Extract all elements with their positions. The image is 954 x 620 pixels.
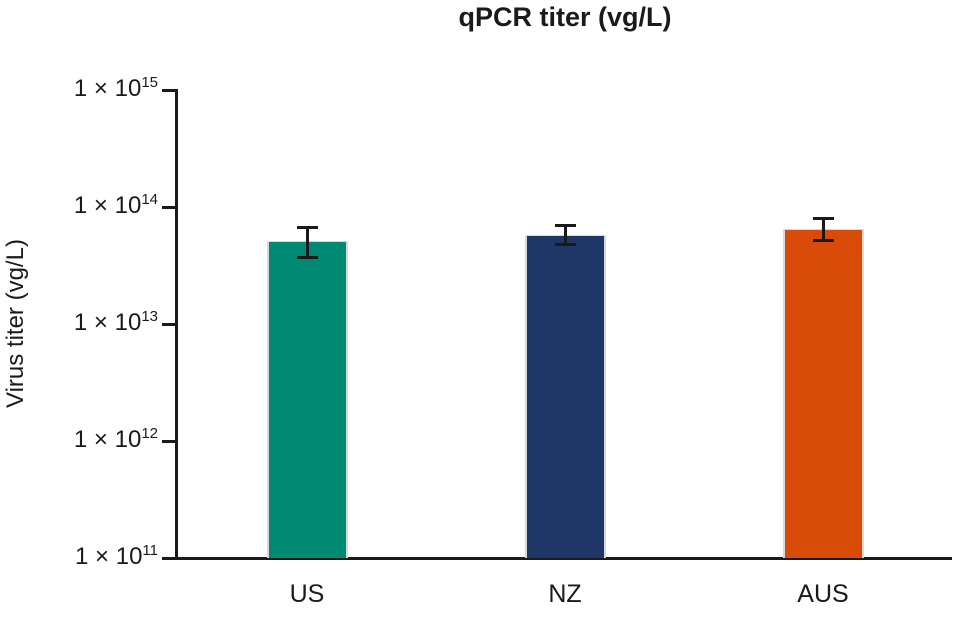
y-tick-label-10e14: 1 × 1014 xyxy=(73,191,158,219)
y-axis-line xyxy=(175,88,178,560)
y-tick-label-10e12: 1 × 1012 xyxy=(73,425,158,453)
error-bar-line-aus xyxy=(821,218,825,241)
error-bar-line-nz xyxy=(563,225,567,245)
y-tick-label-10e11: 1 × 1011 xyxy=(75,542,158,570)
error-bar-cap-bottom-us xyxy=(296,256,318,260)
x-tick-label-nz: NZ xyxy=(548,580,582,608)
y-tick-10e12 xyxy=(162,439,175,443)
y-tick-label-10e15: 1 × 1015 xyxy=(73,74,158,102)
x-tick-label-us: US xyxy=(289,580,325,608)
y-tick-10e11 xyxy=(162,556,175,560)
y-tick-10e13 xyxy=(162,322,175,326)
error-bar-cap-bottom-nz xyxy=(554,242,576,246)
bar-aus xyxy=(782,228,864,558)
error-bar-line-us xyxy=(305,227,309,258)
error-bar-cap-top-nz xyxy=(554,223,576,227)
error-bar-cap-bottom-aus xyxy=(812,238,834,242)
y-tick-10e15 xyxy=(162,88,175,92)
error-bar-cap-top-aus xyxy=(812,217,834,221)
chart-title: qPCR titer (vg/L) xyxy=(458,2,672,32)
y-tick-10e14 xyxy=(162,205,175,209)
bar-nz xyxy=(524,234,606,558)
bar-us xyxy=(266,241,348,558)
y-tick-label-10e13: 1 × 1013 xyxy=(73,308,158,336)
x-axis-line xyxy=(162,556,952,560)
error-bar-cap-top-us xyxy=(296,225,318,229)
x-tick-label-aus: AUS xyxy=(797,580,849,608)
